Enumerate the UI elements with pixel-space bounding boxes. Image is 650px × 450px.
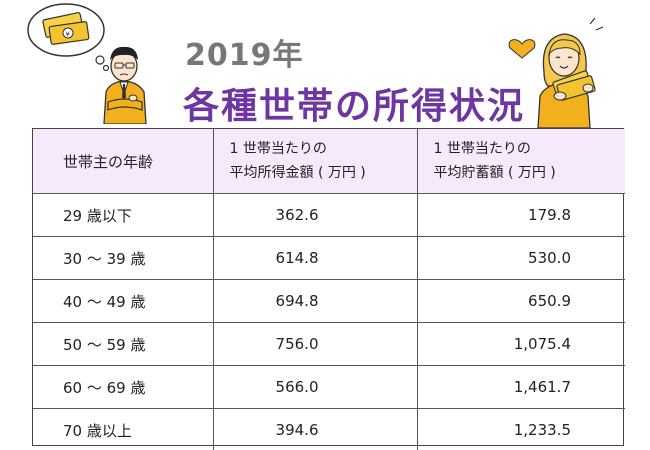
thinking-man-illustration: ¥ [27, 3, 147, 124]
income-table: 世帯主の年齢 1 世帯当たりの 平均所得金額 ( 万円 ) 1 世帯当たりの 平… [32, 128, 625, 450]
page-title: 各種世帯の所得状況 [183, 86, 526, 127]
banknote-icon [552, 70, 596, 101]
table-row: 40 〜 49 歳 694.8 650.9 [33, 279, 625, 323]
age-cell: 29 歳以下 [33, 193, 213, 237]
income-cell: 362.6 [212, 193, 417, 237]
data-table: 世帯主の年齢 1 世帯当たりの 平均所得金額 ( 万円 ) 1 世帯当たりの 平… [33, 129, 625, 450]
age-cell: 60 〜 69 歳 [33, 365, 213, 409]
title-year: 2019年 [185, 38, 304, 73]
savings-cell: 1,075.4 [416, 322, 625, 366]
heart-icon [508, 39, 536, 59]
income-cell: 614.8 [212, 236, 417, 280]
header-savings: 1 世帯当たりの 平均貯蓄額 ( 万円 ) [416, 129, 625, 194]
table-row: 30 〜 39 歳 614.8 530.0 [33, 236, 625, 280]
savings-cell: 530.0 [416, 236, 625, 280]
income-cell: 394.6 [212, 408, 417, 450]
savings-cell: 650.9 [416, 279, 625, 323]
table-row: 60 〜 69 歳 566.0 1,461.7 [33, 365, 625, 409]
header-income: 1 世帯当たりの 平均所得金額 ( 万円 ) [212, 129, 417, 194]
savings-cell: 1,233.5 [416, 408, 625, 450]
table-header-row: 世帯主の年齢 1 世帯当たりの 平均所得金額 ( 万円 ) 1 世帯当たりの 平… [33, 129, 625, 194]
savings-cell: 179.8 [416, 193, 625, 237]
income-cell: 756.0 [212, 322, 417, 366]
banknote-icon: ¥ [42, 12, 90, 45]
header-age: 世帯主の年齢 [33, 129, 213, 194]
table-row: 29 歳以下 362.6 179.8 [33, 193, 625, 237]
age-cell: 70 歳以上 [63, 421, 132, 440]
table-row: 50 〜 59 歳 756.0 1,075.4 [33, 322, 625, 366]
table-row: 70 歳以上 394.6 1,233.5 [33, 408, 625, 450]
age-cell: 30 〜 39 歳 [33, 236, 213, 280]
age-cell: 50 〜 59 歳 [33, 322, 213, 366]
income-cell: 566.0 [212, 365, 417, 409]
woman-with-money-illustration [508, 17, 604, 128]
svg-text:¥: ¥ [66, 31, 71, 39]
income-cell: 694.8 [212, 279, 417, 323]
age-cell: 40 〜 49 歳 [33, 279, 213, 323]
savings-cell: 1,461.7 [416, 365, 625, 409]
